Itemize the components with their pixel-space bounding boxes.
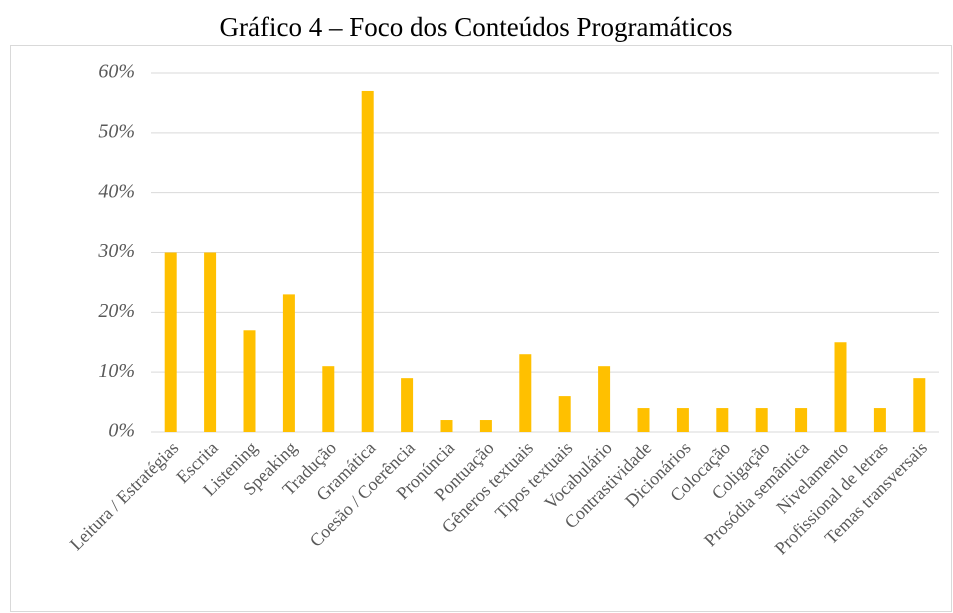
y-tick-label: 30% — [97, 240, 135, 262]
bar — [913, 378, 926, 432]
bar — [795, 408, 808, 432]
bar — [243, 330, 256, 432]
bar — [322, 366, 335, 432]
bar — [834, 342, 847, 432]
y-tick-label: 60% — [98, 61, 135, 83]
bar — [164, 252, 177, 432]
chart-border — [10, 45, 952, 612]
bar — [282, 294, 295, 432]
bar — [440, 420, 453, 432]
bar — [676, 408, 689, 432]
bar — [716, 408, 729, 432]
bar — [479, 420, 492, 432]
bar — [519, 354, 532, 432]
y-tick-label: 10% — [98, 360, 135, 382]
y-tick-label: 50% — [98, 120, 135, 142]
y-tick-label: 40% — [98, 180, 135, 202]
bar — [873, 408, 886, 432]
x-tick-label: Leitura / Estratégias — [66, 438, 183, 555]
bar — [755, 408, 768, 432]
bar — [204, 252, 217, 432]
bar — [361, 90, 374, 432]
bar — [401, 378, 414, 432]
bar — [637, 408, 650, 432]
y-tick-label: 20% — [98, 300, 135, 322]
bar — [558, 396, 571, 432]
bar — [598, 366, 611, 432]
chart-title: Gráfico 4 – Foco dos Conteúdos Programát… — [220, 12, 733, 42]
y-tick-label: 0% — [108, 420, 135, 442]
